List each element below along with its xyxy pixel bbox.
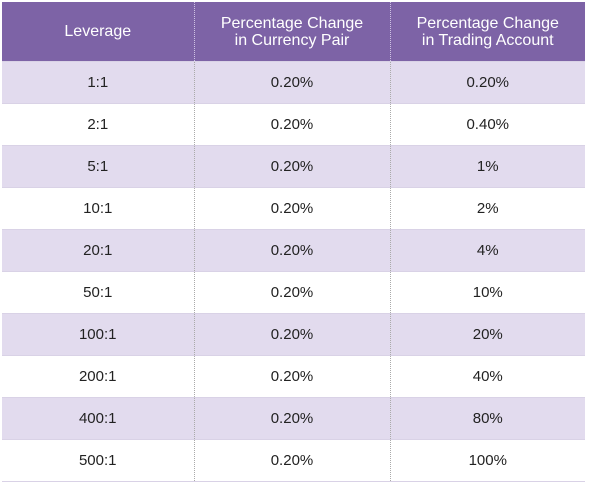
- currency-pair-change-cell: 0.20%: [193, 397, 390, 440]
- table-body: 1:1 0.20% 0.20% 2:1 0.20% 0.40% 5:1 0.20% 1% 10:1…: [2, 61, 585, 482]
- trading-account-change-cell: 80%: [389, 397, 585, 440]
- trading-account-change-cell: 100%: [389, 439, 585, 482]
- leverage-cell: 2:1: [2, 103, 194, 146]
- table-row: 100:1 0.20% 20%: [2, 313, 585, 356]
- table-row: 10:1 0.20% 2%: [2, 187, 585, 230]
- table-row: 200:1 0.20% 40%: [2, 355, 585, 398]
- leverage-cell: 500:1: [2, 439, 194, 482]
- trading-account-change-cell: 40%: [389, 355, 585, 398]
- leverage-table: Leverage Percentage Change in Currency P…: [2, 2, 585, 482]
- trading-account-change-cell: 0.20%: [389, 61, 585, 104]
- header-trading-account-line1: Percentage Change: [416, 14, 559, 32]
- trading-account-change-cell: 1%: [389, 145, 585, 188]
- currency-pair-change-cell: 0.20%: [193, 355, 390, 398]
- table-row: 5:1 0.20% 1%: [2, 145, 585, 188]
- leverage-cell: 200:1: [2, 355, 194, 398]
- currency-pair-change-cell: 0.20%: [193, 271, 390, 314]
- table-header: Leverage Percentage Change in Currency P…: [2, 2, 585, 62]
- leverage-cell: 5:1: [2, 145, 194, 188]
- table-row: 500:1 0.20% 100%: [2, 439, 585, 482]
- currency-pair-change-cell: 0.20%: [193, 187, 390, 230]
- table-row: 400:1 0.20% 80%: [2, 397, 585, 440]
- currency-pair-change-cell: 0.20%: [193, 103, 390, 146]
- table-row: 2:1 0.20% 0.40%: [2, 103, 585, 146]
- leverage-table-container: Leverage Percentage Change in Currency P…: [2, 2, 585, 482]
- header-trading-account-change: Percentage Change in Trading Account: [389, 2, 585, 62]
- header-leverage-text: Leverage: [64, 23, 132, 40]
- trading-account-change-cell: 4%: [389, 229, 585, 272]
- leverage-cell: 1:1: [2, 61, 194, 104]
- currency-pair-change-cell: 0.20%: [193, 61, 390, 104]
- trading-account-change-cell: 0.40%: [389, 103, 585, 146]
- leverage-cell: 20:1: [2, 229, 194, 272]
- header-leverage: Leverage: [2, 2, 194, 62]
- trading-account-change-cell: 10%: [389, 271, 585, 314]
- trading-account-change-cell: 2%: [389, 187, 585, 230]
- leverage-cell: 10:1: [2, 187, 194, 230]
- currency-pair-change-cell: 0.20%: [193, 229, 390, 272]
- trading-account-change-cell: 20%: [389, 313, 585, 356]
- currency-pair-change-cell: 0.20%: [193, 313, 390, 356]
- header-currency-pair-change: Percentage Change in Currency Pair: [193, 2, 390, 62]
- header-trading-account-line2: in Trading Account: [421, 31, 554, 49]
- currency-pair-change-cell: 0.20%: [193, 439, 390, 482]
- table-row: 1:1 0.20% 0.20%: [2, 61, 585, 104]
- leverage-cell: 100:1: [2, 313, 194, 356]
- header-currency-pair-line2: in Currency Pair: [234, 31, 350, 49]
- header-currency-pair-line1: Percentage Change: [220, 14, 364, 32]
- table-row: 20:1 0.20% 4%: [2, 229, 585, 272]
- table-row: 50:1 0.20% 10%: [2, 271, 585, 314]
- header-row: Leverage Percentage Change in Currency P…: [2, 2, 585, 62]
- currency-pair-change-cell: 0.20%: [193, 145, 390, 188]
- leverage-cell: 400:1: [2, 397, 194, 440]
- leverage-cell: 50:1: [2, 271, 194, 314]
